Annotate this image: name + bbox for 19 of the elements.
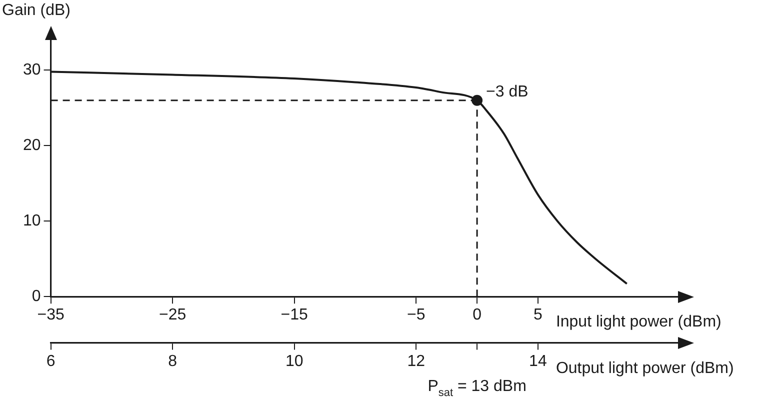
- x-axis-title: Input light power (dBm): [556, 314, 722, 331]
- y-tick-label: 10: [23, 212, 41, 230]
- x2-tick-label: 12: [407, 352, 426, 370]
- x2-tick-label: 8: [168, 352, 178, 370]
- x-tick-label: −5: [407, 306, 426, 324]
- y-axis-title: Gain (dB): [2, 2, 70, 19]
- annotation: −3 dB: [486, 83, 528, 100]
- x2-axis-title: Output light power (dBm): [556, 360, 734, 377]
- y-tick-label: 20: [23, 137, 41, 154]
- x-tick-label: 0: [472, 306, 482, 324]
- x-tick-label: −25: [159, 306, 186, 324]
- x-tick-label: −15: [280, 306, 308, 324]
- y-tick-label: 30: [23, 62, 41, 79]
- x-tick-label: −35: [37, 306, 64, 324]
- x-tick-label: 5: [533, 306, 542, 324]
- x2-tick-label: 10: [285, 352, 304, 370]
- x2-tick-label: 6: [46, 352, 56, 370]
- x2-tick-label: 14: [529, 352, 547, 370]
- y-tick-label: 0: [32, 288, 41, 306]
